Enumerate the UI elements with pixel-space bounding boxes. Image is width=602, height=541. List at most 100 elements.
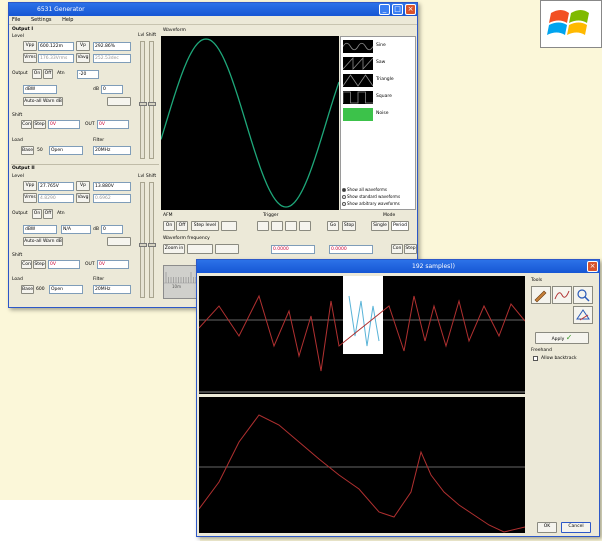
- output2-unit-select[interactable]: dBW: [23, 225, 57, 234]
- output2-level-thumb[interactable]: [139, 243, 147, 247]
- radio-dot-selected[interactable]: [342, 188, 346, 192]
- output1-vrms-field[interactable]: 176.33Vrms: [38, 54, 74, 63]
- pencil-tool-button[interactable]: [531, 286, 551, 304]
- freq-start-field[interactable]: 0.0000: [271, 245, 315, 254]
- waveform-item-sine[interactable]: Sine: [342, 39, 415, 54]
- waveform-list[interactable]: Sine Saw Triangle Square Noise: [340, 36, 416, 210]
- output2-shift-field[interactable]: 0V: [48, 260, 80, 269]
- minimize-button[interactable]: _: [379, 4, 390, 15]
- mode-single-button[interactable]: Single: [371, 221, 389, 231]
- output1-shift-thumb[interactable]: [148, 102, 156, 106]
- output1-filter-select[interactable]: 20MHz: [93, 146, 131, 155]
- output2-apply-button[interactable]: [107, 237, 131, 246]
- output1-autocal-button[interactable]: Auto-all Warn dB: [23, 97, 63, 106]
- waveform-item-saw[interactable]: Saw: [342, 56, 415, 71]
- trigger-btn-1[interactable]: [257, 221, 269, 231]
- afm-disabled-button[interactable]: [221, 221, 237, 231]
- shape-tool-button[interactable]: [573, 306, 593, 324]
- output2-out-field[interactable]: 0V: [97, 260, 129, 269]
- output2-vp-button[interactable]: Vp: [76, 181, 90, 191]
- menu-file[interactable]: File: [12, 17, 21, 23]
- radio-dot[interactable]: [342, 195, 346, 199]
- trigger-stop-button[interactable]: Stop: [342, 221, 356, 231]
- output1-vrms-button[interactable]: Vrms: [23, 53, 37, 63]
- output1-off-button[interactable]: Off: [43, 69, 53, 79]
- afm-on-button[interactable]: On: [163, 221, 175, 231]
- output1-con-button[interactable]: Con: [21, 120, 32, 129]
- output1-level-thumb[interactable]: [139, 102, 147, 106]
- output1-apply-button[interactable]: [107, 97, 131, 106]
- output1-atten-field[interactable]: -20: [77, 70, 99, 79]
- output1-level-slider[interactable]: [139, 41, 147, 159]
- freq-con-button[interactable]: Con: [391, 244, 403, 254]
- zoom-tool-button[interactable]: [573, 286, 593, 304]
- curve-tool-button[interactable]: [552, 286, 572, 304]
- output1-vavg-field[interactable]: 252.53dec: [93, 54, 131, 63]
- waveform-item-triangle[interactable]: Triangle: [342, 73, 415, 88]
- editor-close-button[interactable]: ×: [587, 261, 598, 272]
- waveform-item-noise[interactable]: Noise: [343, 107, 415, 122]
- trigger-btn-4[interactable]: [299, 221, 311, 231]
- ok-button[interactable]: OK: [537, 522, 557, 533]
- output1-vp-button[interactable]: Vp: [76, 41, 90, 51]
- mode-period-button[interactable]: Period: [391, 221, 409, 231]
- output2-na-field[interactable]: N/A: [61, 225, 91, 234]
- output1-vp-field[interactable]: 292.86%: [93, 42, 131, 51]
- afm-step-level-button[interactable]: Step level: [191, 221, 219, 231]
- output2-con-button[interactable]: Con: [21, 260, 32, 269]
- output2-vp-field[interactable]: 13.880V: [93, 182, 131, 191]
- output2-shift-slider[interactable]: [148, 182, 156, 298]
- freq-disabled-button-1[interactable]: [187, 244, 213, 254]
- output1-db-field[interactable]: 0: [101, 85, 123, 94]
- output2-off-button[interactable]: Off: [43, 209, 53, 219]
- freq-stop-field[interactable]: 0.0000: [329, 245, 373, 254]
- freq-disabled-button-2[interactable]: [215, 244, 239, 254]
- close-button[interactable]: ×: [405, 4, 416, 15]
- menu-help[interactable]: Help: [62, 17, 74, 23]
- output2-vpp-button[interactable]: Vpp: [23, 181, 37, 191]
- output1-load-base-button[interactable]: Base: [21, 146, 34, 155]
- radio-show-standard[interactable]: Show standard waveforms: [342, 194, 400, 199]
- output2-vavg-button[interactable]: Vavg: [76, 193, 90, 203]
- output1-on-button[interactable]: On: [32, 69, 42, 79]
- output2-load-base-button[interactable]: Base: [21, 285, 34, 294]
- allow-backtrack-checkbox[interactable]: [533, 356, 538, 361]
- output2-vrms-button[interactable]: Vrms: [23, 193, 37, 203]
- output2-on-button[interactable]: On: [32, 209, 42, 219]
- sample-plot-bottom[interactable]: [198, 397, 526, 533]
- trigger-btn-3[interactable]: [285, 221, 297, 231]
- cancel-button[interactable]: Cancel: [561, 522, 591, 533]
- radio-show-arbitrary[interactable]: Show arbitrary waveforms: [342, 201, 400, 206]
- output2-load-select[interactable]: Open: [49, 285, 83, 294]
- output2-vpp-field[interactable]: 27.765V: [38, 182, 74, 191]
- output1-vavg-button[interactable]: Vavg: [76, 53, 90, 63]
- output2-autocal-button[interactable]: Auto-all Warn dB: [23, 237, 63, 246]
- output2-shift-thumb[interactable]: [148, 243, 156, 247]
- trigger-btn-2[interactable]: [271, 221, 283, 231]
- output1-step-button[interactable]: Step: [33, 120, 46, 129]
- output2-step-button[interactable]: Step: [33, 260, 46, 269]
- output2-level-slider[interactable]: [139, 182, 147, 298]
- afm-off-button[interactable]: Off: [176, 221, 188, 231]
- freq-step-button[interactable]: Step: [404, 244, 417, 254]
- output1-shift-slider[interactable]: [148, 41, 156, 159]
- output2-filter-select[interactable]: 20MHz: [93, 285, 131, 294]
- trigger-go-button[interactable]: Go: [327, 221, 339, 231]
- output1-unit-select[interactable]: dBW: [23, 85, 57, 94]
- menu-settings[interactable]: Settings: [30, 17, 52, 23]
- maximize-button[interactable]: □: [392, 4, 403, 15]
- output1-vpp-button[interactable]: Vpp: [23, 41, 37, 51]
- output1-load-select[interactable]: Open: [49, 146, 83, 155]
- radio-show-all[interactable]: Show all waveforms: [342, 187, 387, 192]
- zoom-in-button[interactable]: Zoom in: [163, 244, 185, 254]
- apply-button[interactable]: Apply ✓: [535, 332, 589, 344]
- sample-plot-top[interactable]: [198, 276, 526, 394]
- output1-shift-field[interactable]: 0V: [48, 120, 80, 129]
- waveform-item-square[interactable]: Square: [342, 90, 415, 105]
- output2-vrms-field[interactable]: 4.8290: [38, 194, 74, 203]
- output1-out-field[interactable]: 0V: [97, 120, 129, 129]
- output2-db-field[interactable]: 0: [101, 225, 123, 234]
- output1-vpp-field[interactable]: 600.122m: [38, 42, 74, 51]
- output2-vavg-field[interactable]: 0.6962: [93, 194, 131, 203]
- radio-dot[interactable]: [342, 202, 346, 206]
